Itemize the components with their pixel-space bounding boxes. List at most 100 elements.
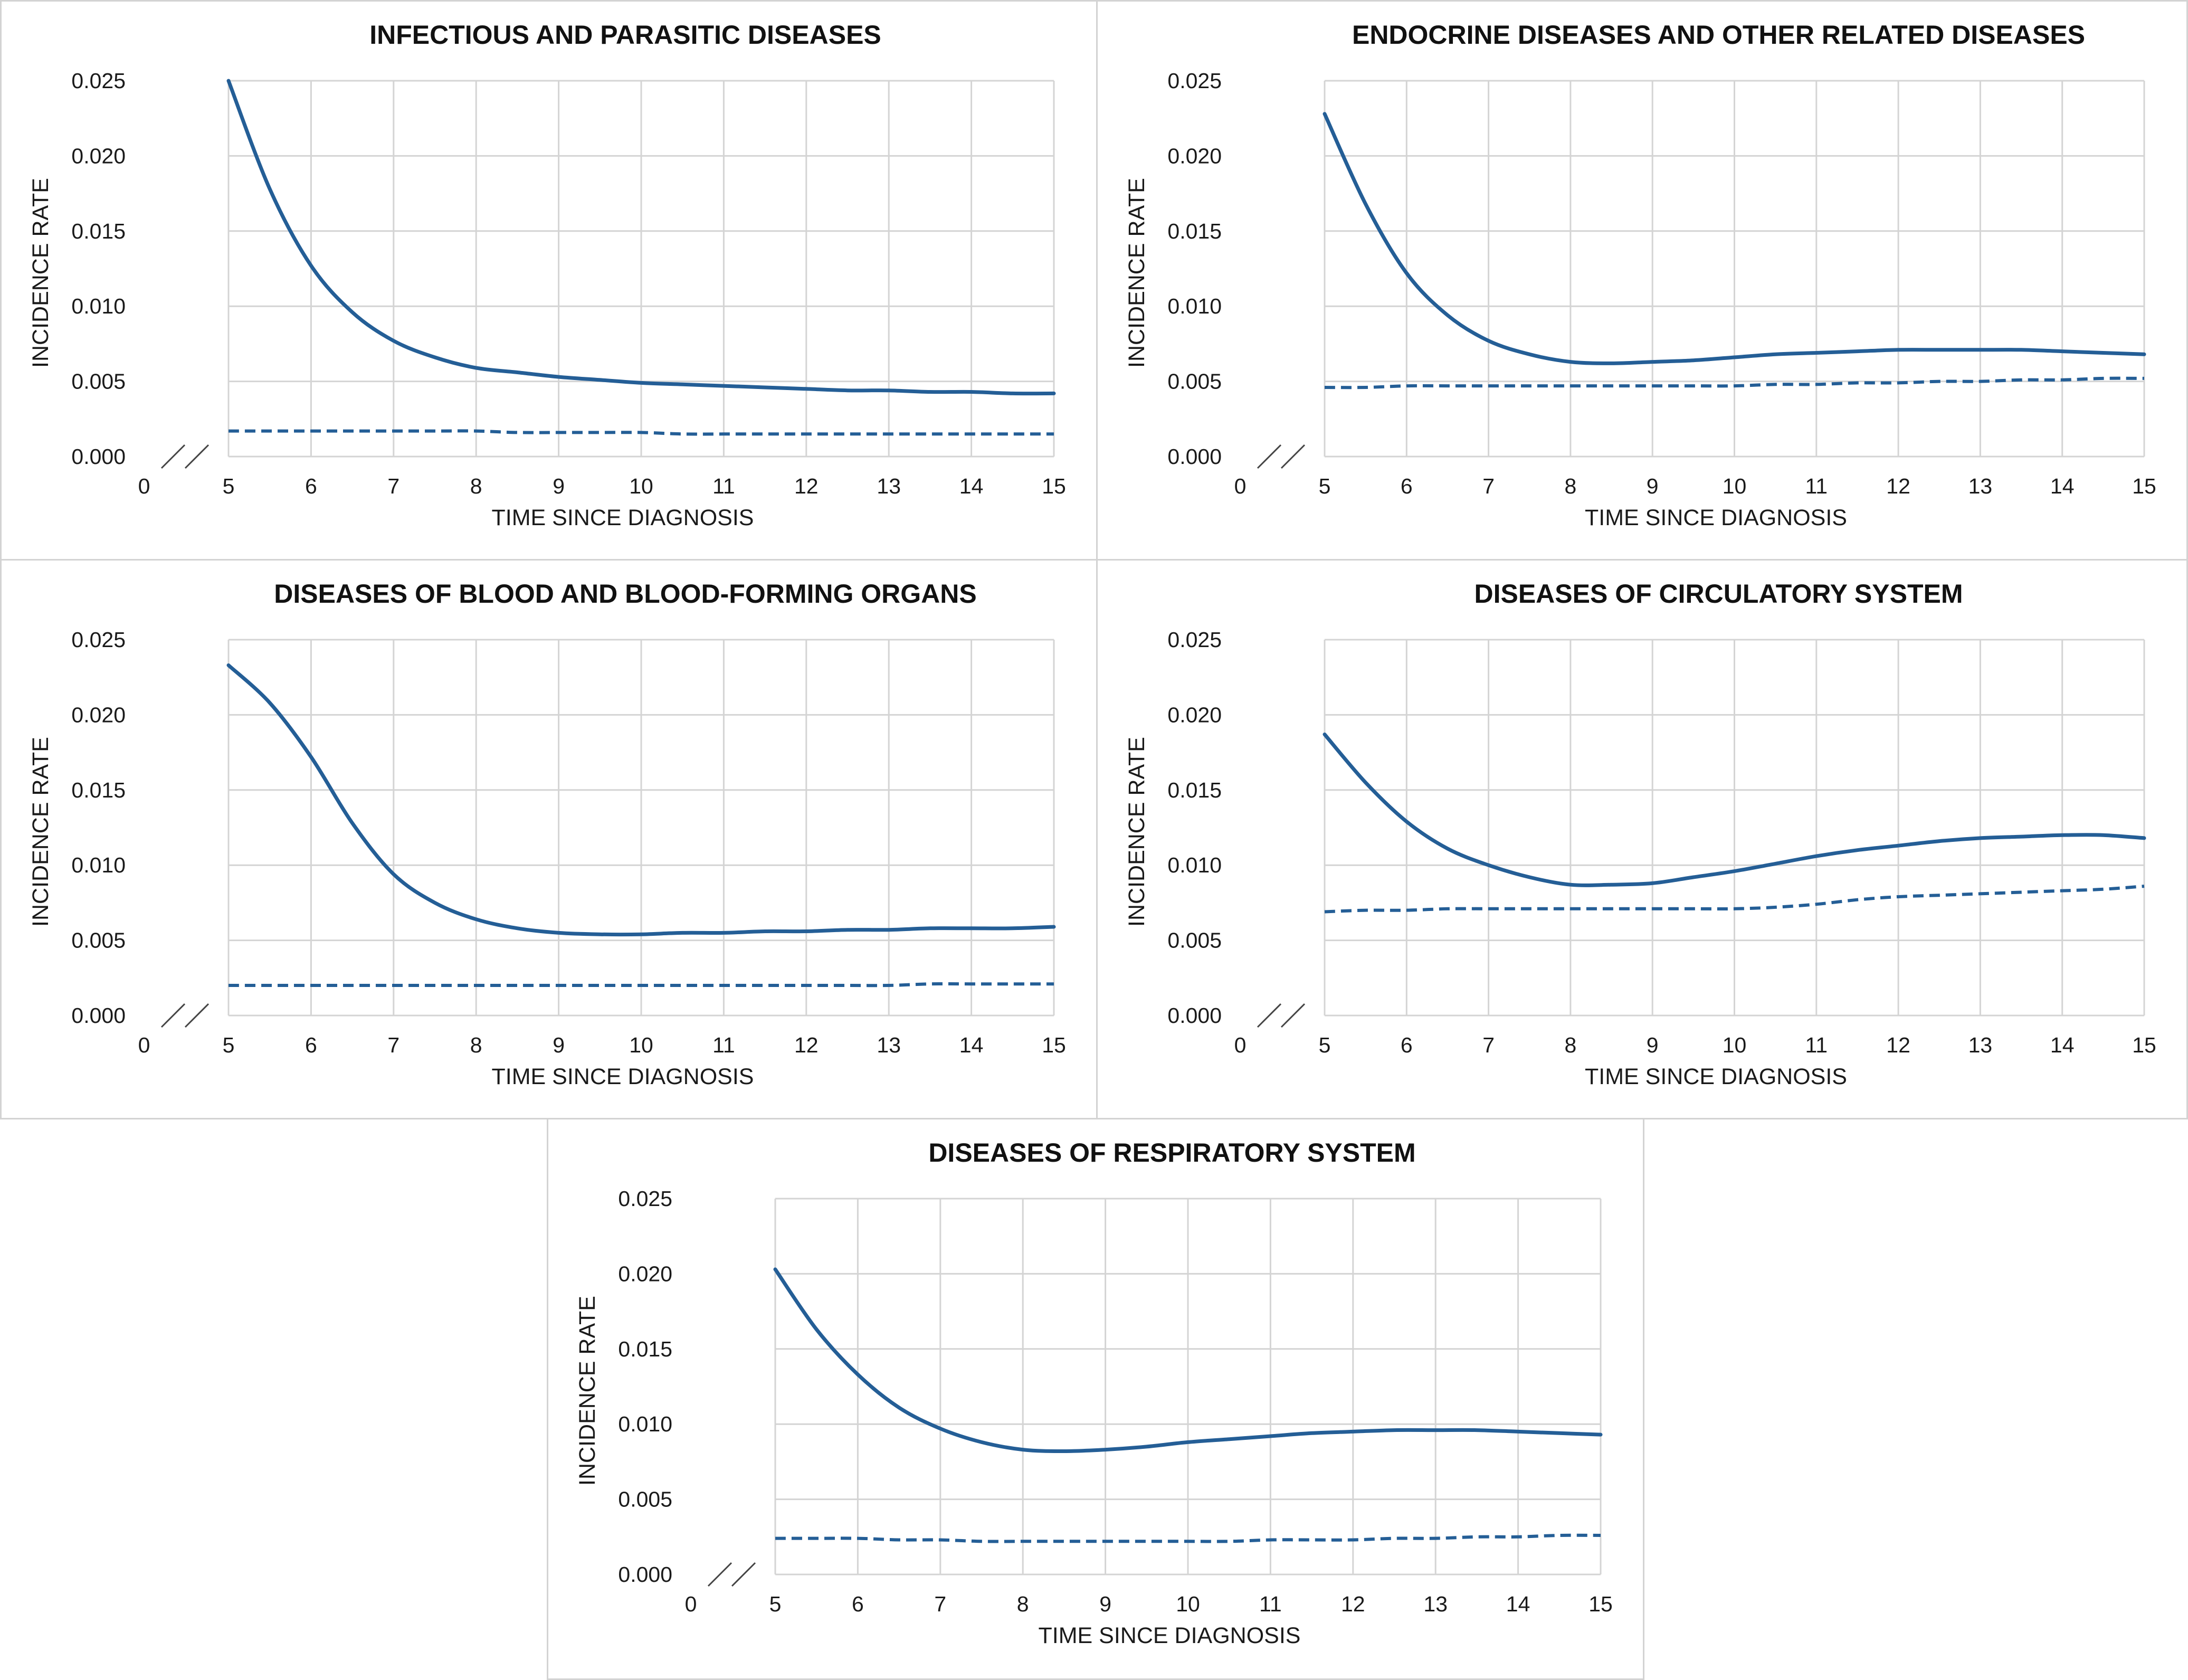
x-tick-label: 13: [1968, 474, 1993, 498]
x-tick-label: 0: [1234, 1033, 1247, 1057]
y-tick-label: 0.015: [1167, 219, 1222, 243]
axis-break-mark: [1257, 1003, 1282, 1028]
x-tick-label: 7: [387, 1033, 399, 1057]
x-tick-label: 14: [1506, 1592, 1530, 1616]
x-tick-label: 10: [1723, 1033, 1747, 1057]
y-tick-label: 0.015: [71, 778, 126, 802]
x-tick-label: 10: [629, 474, 653, 498]
x-tick-label: 15: [1588, 1592, 1613, 1616]
x-tick-label: 6: [1401, 474, 1413, 498]
x-tick-label: 14: [2050, 474, 2075, 498]
chart-title: INFECTIOUS AND PARASITIC DISEASES: [369, 20, 881, 50]
y-tick-label: 0.020: [71, 703, 126, 727]
y-tick-label: 0.000: [71, 444, 126, 469]
x-axis-label: TIME SINCE DIAGNOSIS: [1585, 1064, 1847, 1089]
x-tick-label: 8: [1017, 1592, 1029, 1616]
y-tick-label: 0.025: [1167, 628, 1222, 652]
x-tick-label: 0: [1234, 474, 1247, 498]
x-axis-label: TIME SINCE DIAGNOSIS: [492, 505, 754, 530]
x-tick-label: 13: [1968, 1033, 1993, 1057]
x-tick-label: 9: [1647, 1033, 1659, 1057]
x-tick-label: 12: [1341, 1592, 1365, 1616]
y-axis-label: INCIDENCE RATE: [1124, 178, 1149, 368]
series-line-dashed: [229, 429, 1054, 436]
y-tick-label: 0.015: [618, 1337, 672, 1361]
x-tick-label: 14: [959, 474, 984, 498]
y-tick-label: 0.005: [71, 928, 126, 953]
y-tick-label: 0.015: [71, 219, 126, 243]
y-tick-label: 0.005: [1167, 928, 1222, 953]
chart-title: DISEASES OF RESPIRATORY SYSTEM: [928, 1138, 1415, 1168]
y-tick-label: 0.010: [618, 1412, 672, 1436]
x-tick-label: 9: [553, 1033, 565, 1057]
y-axis-label: INCIDENCE RATE: [28, 178, 53, 368]
y-tick-label: 0.000: [1167, 444, 1222, 469]
x-tick-label: 11: [1259, 1592, 1282, 1616]
chart-panel-respiratory: DISEASES OF RESPIRATORY SYSTEM 0.000 0.005…: [547, 1118, 1644, 1680]
x-tick-label: 11: [712, 1033, 735, 1057]
x-tick-label: 13: [1423, 1592, 1448, 1616]
x-tick-label: 6: [1401, 1033, 1413, 1057]
x-tick-label: 7: [934, 1592, 946, 1616]
chart-svg: INFECTIOUS AND PARASITIC DISEASES 0.000 0.…: [28, 20, 1066, 530]
x-tick-label: 11: [1805, 474, 1828, 498]
y-tick-label: 0.010: [1167, 853, 1222, 877]
y-tick-label: 0.005: [618, 1487, 672, 1512]
axis-break-mark: [731, 1562, 756, 1587]
chart-svg: ENDOCRINE DISEASES AND OTHER RELATED DIS…: [1124, 20, 2156, 530]
x-tick-label: 10: [1176, 1592, 1200, 1616]
series-line-dashed: [229, 982, 1054, 988]
x-tick-label: 12: [1886, 1033, 1910, 1057]
x-tick-label: 6: [305, 1033, 317, 1057]
chart-title: DISEASES OF CIRCULATORY SYSTEM: [1474, 579, 1963, 609]
x-tick-label: 7: [1482, 1033, 1495, 1057]
y-tick-label: 0.025: [71, 628, 126, 652]
x-tick-label: 5: [1319, 1033, 1331, 1057]
x-tick-label: 15: [1042, 1033, 1066, 1057]
series-line-dashed: [1324, 885, 2145, 914]
y-tick-label: 0.025: [1167, 69, 1222, 93]
series-line-solid: [226, 663, 1056, 937]
x-axis-label: TIME SINCE DIAGNOSIS: [1039, 1623, 1301, 1648]
x-tick-label: 15: [1042, 474, 1066, 498]
x-tick-label: 5: [223, 474, 235, 498]
x-tick-label: 8: [470, 474, 482, 498]
x-tick-label: 5: [769, 1592, 782, 1616]
x-tick-label: 13: [877, 474, 901, 498]
series-line-dashed: [1324, 376, 2145, 390]
x-tick-label: 9: [553, 474, 565, 498]
chart-svg: DISEASES OF CIRCULATORY SYSTEM 0.000 0.005…: [1124, 579, 2156, 1089]
y-tick-label: 0.010: [1167, 294, 1222, 318]
axis-break-mark: [1257, 444, 1282, 469]
x-tick-label: 11: [712, 474, 735, 498]
chart-panel-blood: DISEASES OF BLOOD AND BLOOD-FORMING ORGA…: [0, 559, 1098, 1119]
y-tick-label: 0.025: [618, 1187, 672, 1211]
x-tick-label: 8: [470, 1033, 482, 1057]
y-tick-label: 0.020: [71, 144, 126, 168]
x-tick-label: 12: [794, 1033, 819, 1057]
chart-panel-infectious: INFECTIOUS AND PARASITIC DISEASES 0.000 0.…: [0, 0, 1098, 561]
x-tick-label: 13: [877, 1033, 901, 1057]
axis-break-mark: [160, 1003, 186, 1028]
axis-break-mark: [184, 444, 210, 469]
x-tick-label: 12: [794, 474, 819, 498]
series-line-solid: [226, 79, 1056, 396]
y-tick-label: 0.015: [1167, 778, 1222, 802]
series-line-solid: [1323, 112, 2146, 365]
y-axis-label: INCIDENCE RATE: [575, 1296, 600, 1486]
x-tick-label: 7: [1482, 474, 1495, 498]
chart-panel-endocrine: ENDOCRINE DISEASES AND OTHER RELATED DIS…: [1096, 0, 2188, 561]
axis-break-mark: [707, 1562, 732, 1587]
y-axis-label: INCIDENCE RATE: [28, 737, 53, 927]
x-axis-label: TIME SINCE DIAGNOSIS: [1585, 505, 1847, 530]
x-tick-label: 11: [1805, 1033, 1828, 1057]
x-tick-label: 9: [1099, 1592, 1111, 1616]
x-tick-label: 5: [1319, 474, 1331, 498]
y-tick-label: 0.000: [71, 1003, 126, 1028]
x-tick-label: 12: [1886, 474, 1910, 498]
x-tick-label: 6: [305, 474, 317, 498]
series-line-solid: [1323, 732, 2146, 887]
x-tick-label: 15: [2132, 1033, 2156, 1057]
y-tick-label: 0.020: [618, 1261, 672, 1286]
x-tick-label: 0: [685, 1592, 697, 1616]
